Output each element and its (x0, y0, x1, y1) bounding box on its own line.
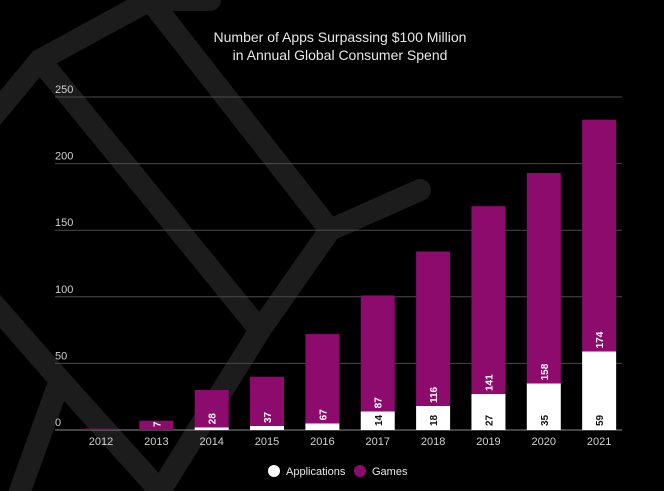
bar-games-2021 (582, 119, 617, 352)
background-diamond-stroke (319, 179, 431, 241)
x-tick-label-2016: 2016 (310, 436, 334, 448)
data-label-applications-2021: 59 (595, 414, 606, 426)
legend-label-games: Games (372, 466, 408, 478)
bar-games-2013 (139, 420, 174, 430)
bar-games-2016 (305, 334, 340, 424)
background-diamond-stroke (0, 49, 51, 126)
y-tick-label: 200 (55, 151, 73, 163)
bar-games-2017 (360, 295, 395, 412)
legend-label-applications: Applications (286, 466, 346, 478)
background-diamond-stroke (249, 219, 341, 341)
y-tick-label: 100 (55, 284, 73, 296)
legend-swatch-games (354, 465, 366, 477)
legend: Applications Games (268, 465, 408, 478)
background-diamond-stroke (49, 369, 171, 491)
bar-applications-2018 (416, 406, 451, 430)
data-label-applications-2017: 14 (374, 414, 385, 426)
bar-games-2018 (416, 251, 451, 407)
data-label-games-2016: 67 (318, 409, 329, 421)
bar-applications-2021 (582, 351, 617, 430)
data-label-games-2015: 37 (263, 411, 274, 423)
background-diamond-stroke (0, 294, 73, 491)
x-tick-label-2018: 2018 (421, 436, 445, 448)
legend-swatch-applications (268, 465, 280, 477)
bar-games-2015 (250, 376, 285, 427)
x-tick-label-2012: 2012 (89, 436, 113, 448)
data-label-games-2017: 87 (374, 397, 385, 409)
x-tick-label-2019: 2019 (476, 436, 500, 448)
data-label-games-2014: 28 (208, 413, 219, 425)
x-axis-ticks: 2012 2013 2014 2015 2016 2017 2018 2019 2020 2021 (89, 436, 612, 448)
data-label-games-2019: 141 (484, 374, 495, 391)
x-tick-label-2020: 2020 (532, 436, 556, 448)
bar-applications-2020 (526, 383, 561, 430)
x-tick-label-2017: 2017 (366, 436, 390, 448)
data-label-games-2013: 7 (152, 421, 163, 427)
data-label-applications-2018: 18 (429, 414, 440, 426)
y-tick-label: 250 (55, 84, 73, 96)
x-tick-label-2013: 2013 (144, 436, 168, 448)
bar-games-2019 (471, 206, 506, 395)
data-label-games-2020: 158 (540, 363, 551, 380)
background-diamond-stroke (29, 49, 271, 341)
y-tick-label: 50 (55, 350, 67, 362)
bar-games-2014 (194, 390, 229, 428)
bar-games-2020 (526, 172, 561, 384)
bar-applications-2017 (360, 411, 395, 430)
x-tick-label-2015: 2015 (255, 436, 279, 448)
bar-games-2012 (84, 428, 118, 430)
bar-applications-2019 (471, 394, 506, 430)
bar-applications-2015 (250, 426, 285, 430)
y-tick-label: 0 (55, 417, 61, 429)
data-label-games-2018: 116 (429, 386, 440, 403)
bar-applications-2014 (194, 427, 229, 430)
x-tick-label-2014: 2014 (199, 436, 223, 448)
x-tick-label-2021: 2021 (587, 436, 611, 448)
data-label-games-2021: 174 (595, 331, 606, 348)
y-tick-label: 150 (55, 217, 73, 229)
data-label-applications-2019: 27 (484, 414, 495, 426)
bars: 7 28 37 67 87 14 116 18 141 27 158 35 174 59 (84, 119, 617, 430)
chart-title-line-1: Number of Apps Surpassing $100 Million (214, 29, 467, 45)
y-axis-ticks: 0 50 100 150 200 250 (55, 84, 73, 429)
background-diamond-stroke (29, 0, 161, 71)
chart-title-line-2: in Annual Global Consumer Spend (233, 47, 448, 63)
bar-applications-2016 (305, 423, 340, 430)
data-label-applications-2020: 35 (540, 414, 551, 426)
background-diamond-stroke (139, 0, 341, 241)
